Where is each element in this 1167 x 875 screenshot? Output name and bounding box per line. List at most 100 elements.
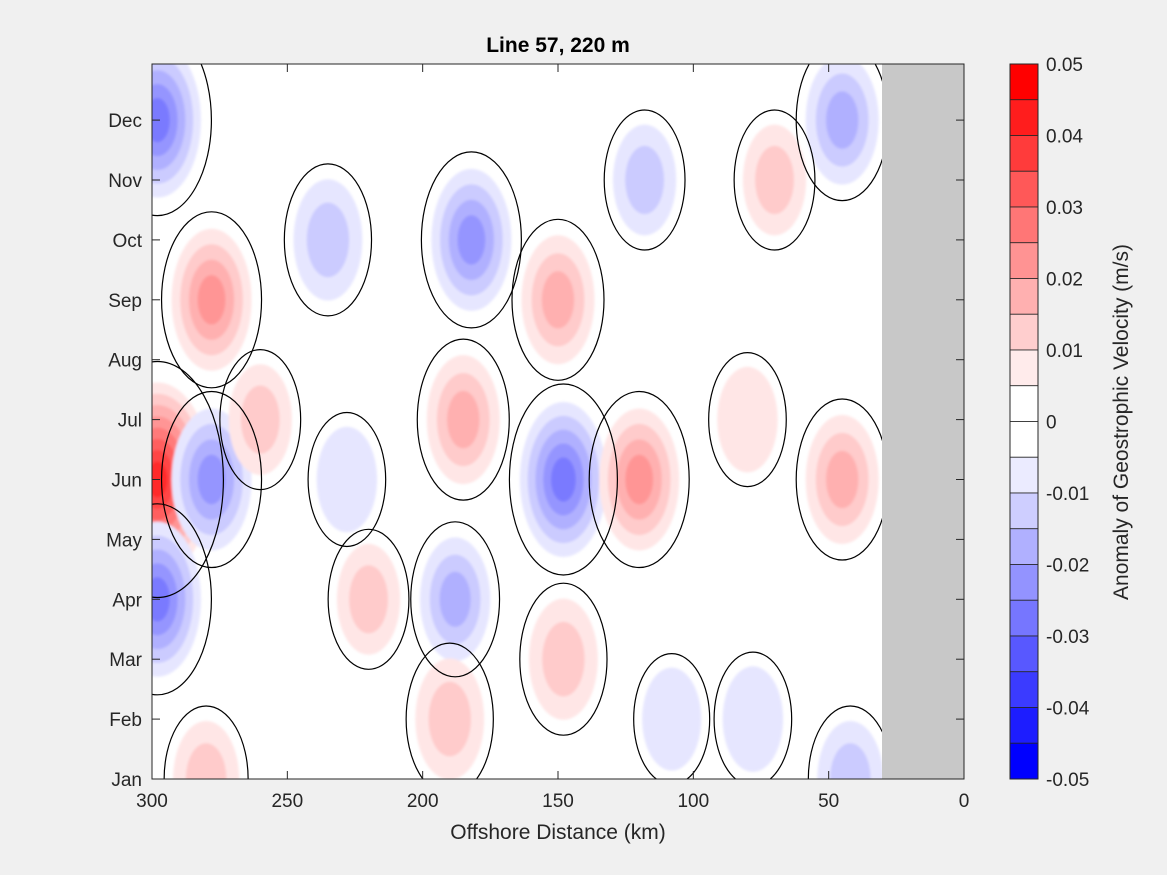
colorbar-tick-label: 0.02 bbox=[1046, 270, 1083, 291]
zero-contour bbox=[410, 521, 501, 678]
field-level bbox=[625, 145, 665, 215]
x-tick-label: 100 bbox=[677, 791, 709, 812]
colorbar-band bbox=[1009, 635, 1039, 673]
x-tick-label: 300 bbox=[136, 791, 168, 812]
zero-contour bbox=[807, 705, 893, 779]
field-level bbox=[349, 565, 388, 634]
field-level bbox=[550, 457, 576, 502]
y-tick-label: Feb bbox=[109, 710, 142, 731]
x-tick-label: 50 bbox=[818, 791, 839, 812]
field-level bbox=[306, 202, 350, 278]
colorbar-band bbox=[1009, 63, 1039, 101]
field-level bbox=[197, 454, 226, 505]
anomaly-field bbox=[152, 64, 884, 779]
chart-title: Line 57, 220 m bbox=[486, 34, 630, 57]
field-level bbox=[240, 385, 280, 454]
zero-contour bbox=[733, 109, 816, 251]
colorbar-band bbox=[1009, 528, 1039, 565]
y-tick-label: Oct bbox=[112, 231, 142, 252]
zero-contour bbox=[307, 411, 387, 548]
field-level bbox=[316, 426, 378, 533]
colorbar-band bbox=[1009, 242, 1039, 279]
field-level bbox=[642, 667, 702, 771]
y-tick-label: Jun bbox=[111, 471, 142, 492]
field-level bbox=[717, 366, 778, 473]
y-tick-label: Nov bbox=[108, 171, 142, 192]
colorbar-band bbox=[1009, 421, 1039, 458]
y-tick-label: May bbox=[106, 530, 142, 551]
y-tick-label: Jan bbox=[111, 770, 142, 791]
x-axis-label: Offshore Distance (km) bbox=[450, 821, 666, 844]
colorbar-tick-label: 0.01 bbox=[1046, 341, 1083, 362]
zero-contours bbox=[152, 64, 893, 779]
colorbar-frame bbox=[1009, 63, 1039, 780]
colorbar-tick-label: 0.05 bbox=[1046, 55, 1083, 76]
colorbar: 0.05 0.04 0.03 0.02 0.01 0 -0.01 -0.02 -0.03 -0.0… bbox=[1009, 55, 1090, 791]
zero-contour bbox=[416, 338, 510, 501]
field-level bbox=[439, 571, 471, 627]
field-level bbox=[825, 91, 859, 149]
field-level bbox=[457, 215, 486, 265]
colorbar-tick-label: -0.03 bbox=[1046, 627, 1089, 648]
zero-contour bbox=[219, 349, 302, 491]
colorbar-band bbox=[1009, 349, 1039, 387]
x-tick-label: 200 bbox=[407, 791, 439, 812]
zero-contour bbox=[163, 705, 249, 779]
colorbar-tick-label: -0.04 bbox=[1046, 699, 1090, 720]
zero-contour bbox=[511, 218, 605, 381]
field-level bbox=[541, 271, 575, 329]
plot-area bbox=[151, 63, 965, 780]
colorbar-tick-label: 0.04 bbox=[1046, 127, 1083, 148]
field-level bbox=[825, 450, 859, 509]
y-axis: Jan Feb Mar Apr May Jun Jul Aug Sep Oct Nov Dec bbox=[106, 111, 964, 791]
y-tick-label: Jul bbox=[118, 411, 142, 432]
zero-contour bbox=[508, 383, 619, 576]
colorbar-band bbox=[1009, 492, 1039, 530]
field-level bbox=[830, 743, 871, 779]
y-tick-label: Dec bbox=[108, 111, 142, 132]
zero-contour bbox=[405, 642, 494, 779]
zero-contour bbox=[713, 651, 793, 779]
x-tick-label: 250 bbox=[271, 791, 303, 812]
y-tick-label: Mar bbox=[109, 650, 142, 671]
colorbar-band bbox=[1009, 278, 1039, 315]
colorbar-band bbox=[1009, 385, 1039, 422]
y-tick-label: Apr bbox=[112, 590, 142, 611]
colorbar-band bbox=[1009, 135, 1039, 172]
x-tick-label: 150 bbox=[542, 791, 574, 812]
field-level bbox=[152, 577, 170, 622]
zero-contour bbox=[152, 503, 212, 696]
colorbar-band bbox=[1009, 313, 1039, 351]
zero-contour bbox=[152, 64, 212, 217]
zero-contour bbox=[420, 151, 522, 329]
colorbar-band bbox=[1009, 599, 1039, 637]
colorbar-band bbox=[1009, 456, 1039, 494]
field-level bbox=[625, 454, 654, 505]
zero-contour bbox=[603, 109, 686, 251]
field-level bbox=[542, 621, 585, 697]
field-level bbox=[755, 145, 794, 215]
zero-contour bbox=[708, 352, 787, 488]
field-level bbox=[197, 275, 226, 325]
zero-contour bbox=[160, 390, 263, 569]
zero-contour bbox=[152, 360, 224, 599]
zero-contour bbox=[633, 653, 711, 779]
colorbar-label: Anomaly of Geostrophic Velocity (m/s) bbox=[1110, 244, 1133, 600]
colorbar-band bbox=[1009, 564, 1039, 601]
y-tick-label: Aug bbox=[108, 351, 142, 372]
zero-contour bbox=[283, 163, 373, 317]
no-data-region bbox=[882, 64, 964, 779]
colorbar-tick-label: 0.03 bbox=[1046, 198, 1083, 219]
x-tick-label: 0 bbox=[959, 791, 970, 812]
field-level bbox=[185, 743, 227, 779]
colorbar-tick-label: -0.01 bbox=[1046, 484, 1089, 505]
colorbar-band bbox=[1009, 170, 1039, 208]
colorbar-band bbox=[1009, 742, 1039, 780]
y-tick-label: Sep bbox=[108, 291, 142, 312]
zero-contour bbox=[588, 390, 690, 569]
x-axis: 300 250 200 150 100 50 0 bbox=[136, 64, 969, 812]
colorbar-tick-label: 0 bbox=[1046, 413, 1057, 434]
field-level bbox=[152, 97, 170, 143]
field-level bbox=[447, 390, 480, 449]
